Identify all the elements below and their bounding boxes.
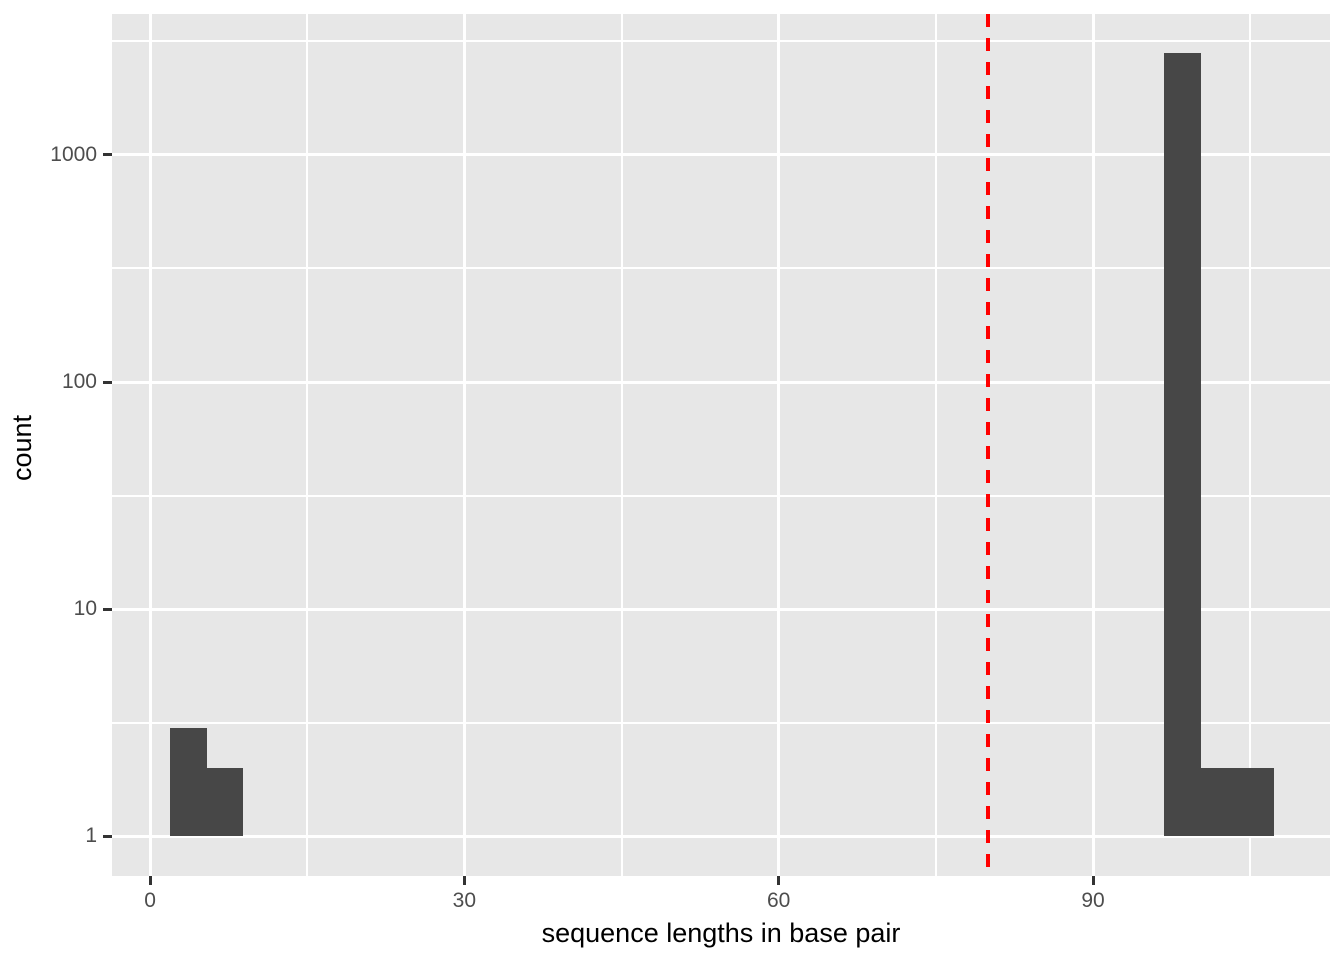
x-tick-label: 0 bbox=[144, 889, 156, 912]
y-minor-gridline bbox=[112, 267, 1330, 270]
threshold-line bbox=[986, 14, 991, 876]
y-major-gridline bbox=[112, 607, 1330, 611]
y-major-gridline bbox=[112, 834, 1330, 838]
histogram-bar bbox=[1200, 767, 1238, 837]
y-minor-gridline bbox=[112, 721, 1330, 724]
x-major-gridline bbox=[462, 14, 466, 876]
x-major-gridline bbox=[1091, 14, 1095, 876]
y-minor-gridline bbox=[112, 494, 1330, 497]
y-tick-label: 100 bbox=[61, 370, 97, 393]
histogram-bar bbox=[169, 727, 207, 837]
x-minor-gridline bbox=[306, 14, 309, 876]
y-tick-label: 1000 bbox=[50, 142, 97, 166]
x-tick-mark bbox=[148, 876, 152, 885]
x-tick-mark bbox=[462, 876, 466, 885]
x-tick-label: 60 bbox=[766, 889, 791, 912]
y-major-gridline bbox=[112, 153, 1330, 157]
x-minor-gridline bbox=[620, 14, 623, 876]
histogram-bar bbox=[1237, 767, 1275, 837]
x-major-gridline bbox=[777, 14, 781, 876]
x-tick-label: 30 bbox=[452, 889, 477, 912]
x-tick-mark bbox=[777, 876, 781, 885]
histogram-bar bbox=[206, 767, 244, 837]
y-tick-mark bbox=[103, 834, 112, 838]
x-tick-mark bbox=[1091, 876, 1095, 885]
y-axis-title: count bbox=[7, 414, 37, 482]
y-tick-label: 1 bbox=[85, 824, 97, 848]
x-minor-gridline bbox=[1249, 14, 1252, 876]
x-major-gridline bbox=[148, 14, 152, 876]
y-minor-gridline bbox=[112, 40, 1330, 43]
plot-panel bbox=[112, 14, 1330, 876]
x-minor-gridline bbox=[934, 14, 937, 876]
y-major-gridline bbox=[112, 380, 1330, 384]
histogram-bar bbox=[1164, 53, 1201, 837]
x-axis-title: sequence lengths in base pair bbox=[541, 918, 901, 948]
y-tick-mark bbox=[103, 153, 112, 157]
x-tick-label: 90 bbox=[1081, 889, 1105, 912]
y-tick-mark bbox=[103, 607, 112, 611]
y-tick-label: 10 bbox=[73, 597, 97, 621]
y-tick-mark bbox=[103, 380, 112, 384]
